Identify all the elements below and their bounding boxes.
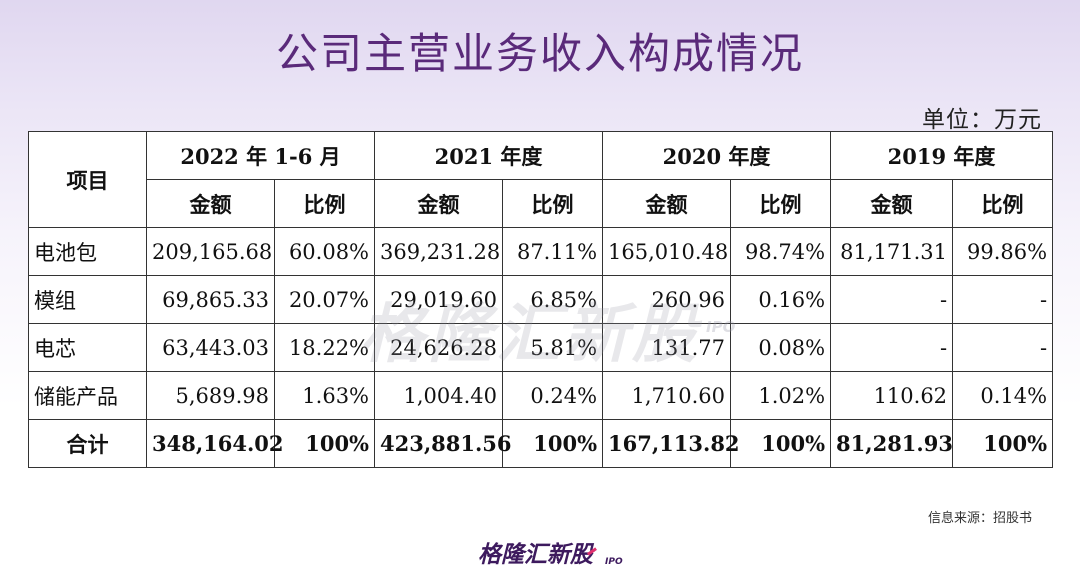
cell-amount: 69,865.33 (146, 275, 275, 324)
logo-text: 格隆汇新股 (478, 542, 593, 568)
cell-ratio: 100% (273, 419, 376, 468)
cell-ratio: 1.63% (273, 371, 376, 420)
cell-ratio: 5.81% (502, 323, 604, 372)
header-period: 2019 年度 (830, 131, 1054, 180)
cell-amount: 5,689.98 (146, 371, 275, 420)
table-row: 模组 69,865.33 20.07% 29,019.60 6.85% 260.… (28, 275, 1054, 324)
table-row-total: 合计 348,164.02 100% 423,881.56 100% 167,1… (28, 419, 1054, 468)
table-header-row-periods: 项目 2022 年 1-6 月 2021 年度 2020 年度 2019 年度 (28, 131, 1054, 228)
cell-amount: 131.77 (602, 323, 732, 372)
cell-amount: - (830, 323, 954, 372)
cell-ratio: 0.16% (730, 275, 832, 324)
cell-ratio: 1.02% (730, 371, 832, 420)
cell-ratio: 98.74% (730, 227, 832, 276)
cell-ratio: 100% (502, 419, 604, 468)
row-label: 模组 (28, 275, 147, 324)
header-amount: 金额 (374, 179, 504, 228)
cell-ratio: - (952, 323, 1054, 372)
cell-amount: 81,281.93 (830, 419, 954, 468)
cell-ratio: 0.14% (952, 371, 1054, 420)
cell-ratio: 87.11% (502, 227, 604, 276)
header-ratio: 比例 (502, 179, 604, 228)
cell-amount: 423,881.56 (374, 419, 512, 468)
page-title: 公司主营业务收入构成情况 (275, 29, 804, 78)
cell-amount: 260.96 (602, 275, 732, 324)
cell-amount: 110.62 (830, 371, 954, 420)
source-note: 信息来源：招股书 (927, 511, 1032, 526)
unit-note: 单位：万元 (922, 107, 1042, 133)
cell-amount: 24,626.28 (374, 323, 504, 372)
cell-amount: 81,171.31 (830, 227, 954, 276)
header-item: 项目 (28, 131, 147, 228)
header-amount: 金额 (830, 179, 954, 228)
table-row: 电芯 63,443.03 18.22% 24,626.28 5.81% 131.… (28, 323, 1054, 372)
cell-ratio: 60.08% (273, 227, 376, 276)
header-ratio: 比例 (952, 179, 1054, 228)
header-period: 2021 年度 (374, 131, 604, 180)
row-label: 合计 (28, 419, 147, 468)
cell-ratio: 100% (730, 419, 832, 468)
revenue-composition-table: 项目 2022 年 1-6 月 2021 年度 2020 年度 2019 年度 … (28, 131, 1054, 468)
cell-amount: 63,443.03 (146, 323, 275, 372)
cell-ratio: - (952, 275, 1054, 324)
cell-amount: 1,004.40 (374, 371, 504, 420)
row-label: 电池包 (28, 227, 147, 276)
cell-ratio: 6.85% (502, 275, 604, 324)
table-row: 电池包 209,165.68 60.08% 369,231.28 87.11% … (28, 227, 1054, 276)
cell-amount: 348,164.02 (146, 419, 284, 468)
logo-tag: IPO (605, 557, 623, 567)
table-row: 储能产品 5,689.98 1.63% 1,004.40 0.24% 1,710… (28, 371, 1054, 420)
header-period: 2020 年度 (602, 131, 832, 180)
table-header-row-metrics: 金额 比例 金额 比例 金额 比例 金额 比例 (29, 179, 1054, 228)
row-label: 储能产品 (28, 371, 147, 420)
cell-ratio: 0.24% (502, 371, 604, 420)
cell-amount: 167,113.82 (602, 419, 740, 468)
row-label: 电芯 (28, 323, 147, 372)
header-ratio: 比例 (730, 179, 832, 228)
cell-ratio: 18.22% (273, 323, 376, 372)
cell-ratio: 0.08% (730, 323, 832, 372)
cell-ratio: 20.07% (273, 275, 376, 324)
cell-amount: 1,710.60 (602, 371, 732, 420)
cell-amount: 29,019.60 (374, 275, 504, 324)
header-period: 2022 年 1-6 月 (145, 131, 376, 180)
cell-ratio: 99.86% (952, 227, 1054, 276)
header-amount: 金额 (602, 179, 732, 228)
cell-amount: 369,231.28 (374, 227, 504, 276)
logo: 格隆汇新股 IPO (478, 535, 623, 569)
header-ratio: 比例 (273, 179, 376, 228)
header-amount: 金额 (146, 179, 275, 228)
cell-ratio: 100% (952, 419, 1054, 468)
cell-amount: 209,165.68 (146, 227, 275, 276)
cell-amount: 165,010.48 (602, 227, 732, 276)
cell-amount: - (830, 275, 954, 324)
